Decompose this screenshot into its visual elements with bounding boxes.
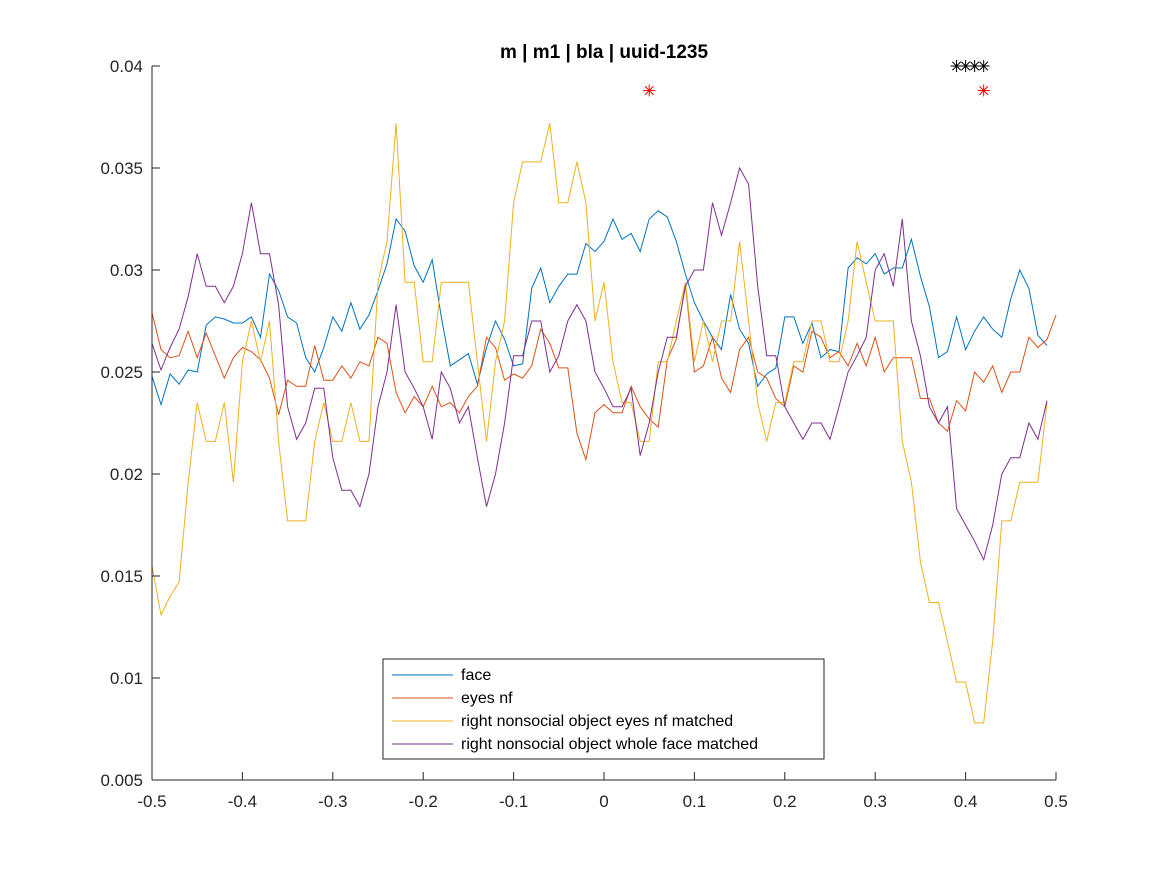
marker-layer bbox=[643, 60, 990, 97]
chart-title: m | m1 | bla | uuid-1235 bbox=[500, 42, 709, 63]
y-tick-label: 0.025 bbox=[100, 363, 143, 382]
x-tick-label: 0.3 bbox=[863, 792, 887, 811]
y-tick-label: 0.03 bbox=[110, 261, 143, 280]
y-tick-label: 0.04 bbox=[110, 57, 143, 76]
y-tick-label: 0.015 bbox=[100, 567, 143, 586]
series-line-1 bbox=[151, 210, 1048, 407]
x-tick-label: -0.3 bbox=[318, 792, 347, 811]
x-tick-label: 0.4 bbox=[954, 792, 978, 811]
x-tick-label: -0.4 bbox=[228, 792, 257, 811]
x-tick-label: 0.1 bbox=[683, 792, 707, 811]
legend-box bbox=[382, 658, 825, 760]
series-line-3 bbox=[151, 122, 1048, 724]
x-tick-label: 0 bbox=[599, 792, 608, 811]
legend-label-3: right nonsocial object eyes nf matched bbox=[461, 713, 733, 730]
y-tick-label: 0.01 bbox=[110, 669, 143, 688]
legend-label-2: eyes nf bbox=[461, 690, 513, 707]
legend-label-1: face bbox=[461, 667, 491, 684]
y-tick-label: 0.02 bbox=[110, 465, 143, 484]
series-line-4 bbox=[151, 166, 1048, 562]
legend-entries: face eyes nf right nonsocial object eyes n… bbox=[392, 667, 758, 753]
x-tick-label: -0.2 bbox=[409, 792, 438, 811]
x-tick-label: -0.5 bbox=[137, 792, 166, 811]
significance-marker-1 bbox=[950, 60, 963, 72]
significance-marker-4 bbox=[977, 60, 990, 72]
x-tick-label: -0.1 bbox=[499, 792, 528, 811]
y-ticks: 0.005 0.01 0.015 0.02 0.025 0.03 0.035 0.04 bbox=[100, 57, 160, 790]
y-tick-label: 0.005 bbox=[100, 771, 143, 790]
y-tick-label: 0.035 bbox=[100, 159, 143, 178]
legend: face eyes nf right nonsocial object eyes n… bbox=[382, 658, 825, 760]
x-tick-label: 0.5 bbox=[1044, 792, 1068, 811]
significance-marker-6 bbox=[977, 84, 990, 97]
series-line-2 bbox=[151, 284, 1057, 462]
series-layer bbox=[151, 122, 1057, 724]
legend-label-4: right nonsocial object whole face matche… bbox=[461, 736, 758, 753]
x-tick-label: 0.2 bbox=[773, 792, 797, 811]
x-ticks: -0.5 -0.4 -0.3 -0.2 -0.1 0 0.1 0.2 0.3 0.4 0.5 bbox=[137, 772, 1068, 811]
significance-marker-5 bbox=[643, 84, 656, 97]
